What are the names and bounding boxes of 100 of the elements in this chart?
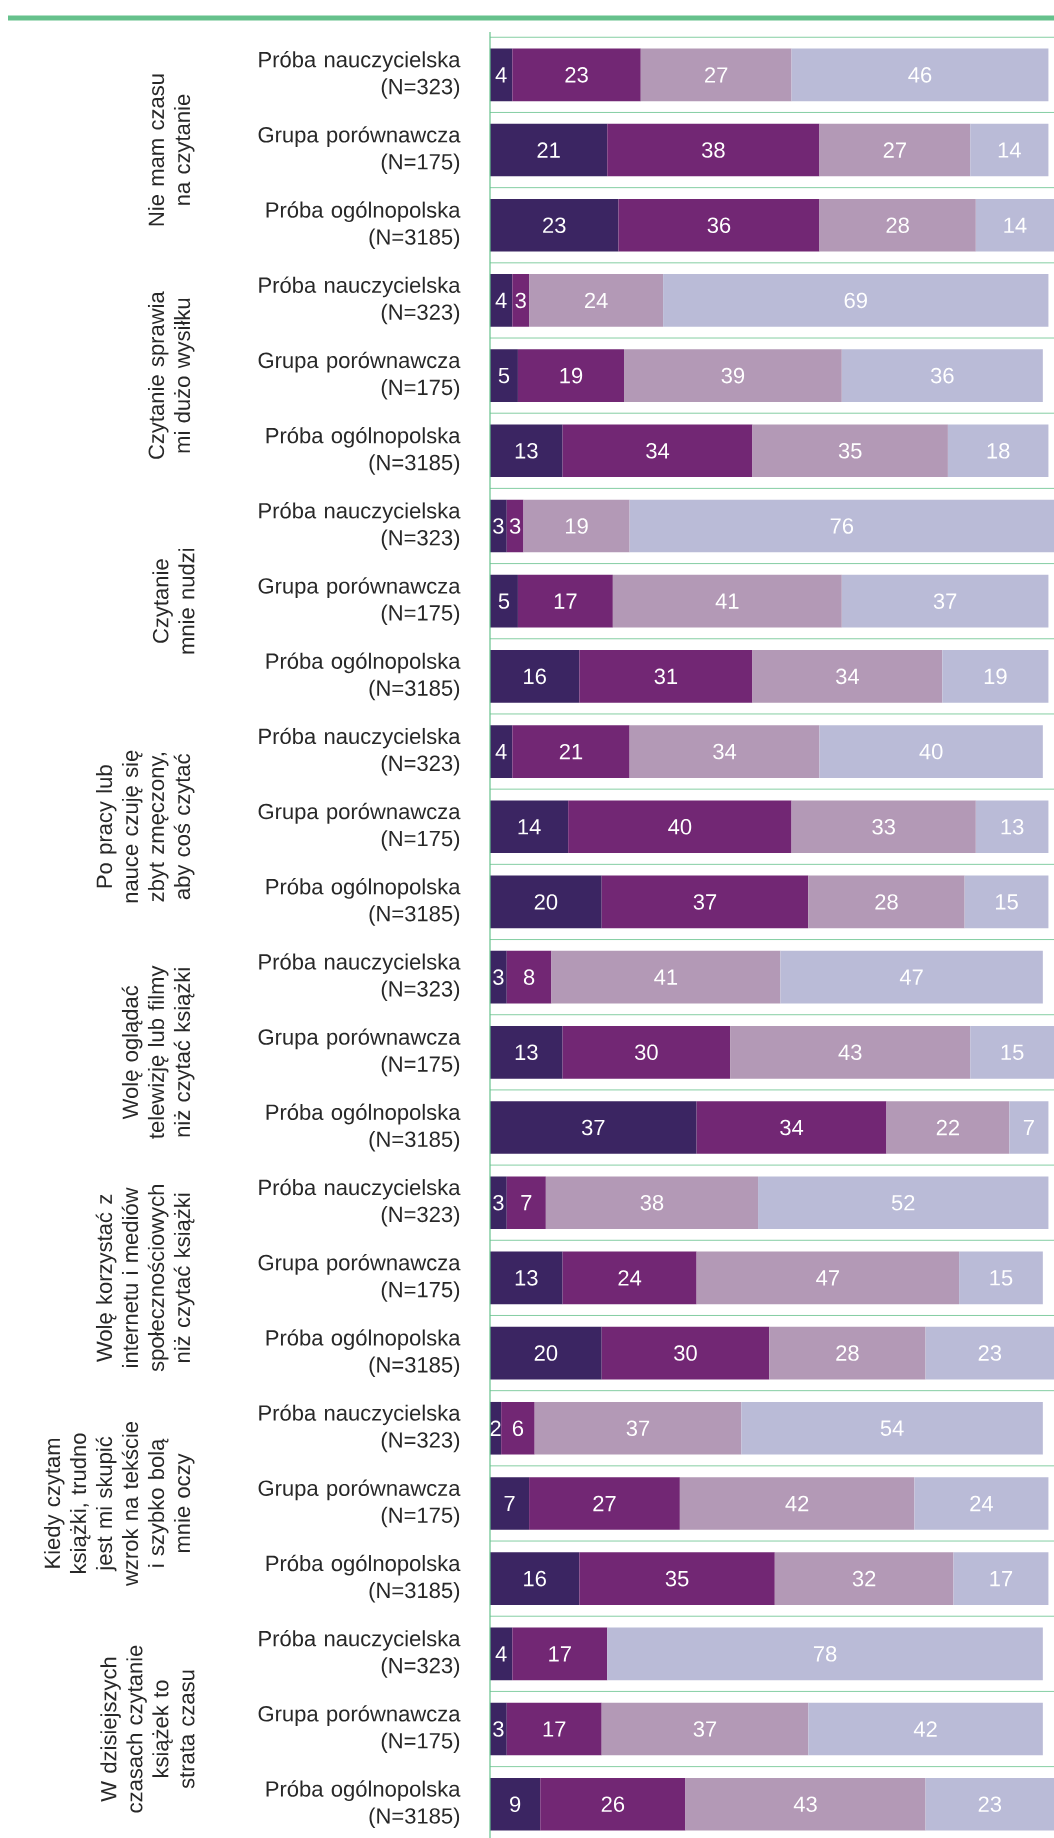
bar — [523, 499, 630, 553]
data-label: 37 — [693, 1721, 717, 1737]
bar — [512, 725, 630, 778]
bar — [629, 725, 820, 778]
text: W dzisiejszych czasach czytanie książek to strata czasu — [100, 1645, 195, 1813]
bar — [730, 1026, 971, 1079]
data-label: 32 — [852, 1570, 876, 1587]
bar — [752, 424, 948, 478]
bar — [490, 424, 563, 478]
data-label: 37 — [933, 593, 957, 609]
data-label: 3 — [493, 518, 504, 534]
data-label: 40 — [668, 818, 692, 835]
data-label: 3 — [493, 1194, 504, 1211]
bar — [490, 1477, 530, 1530]
data-label: 17 — [990, 1571, 1013, 1587]
data-label: 27 — [883, 142, 906, 158]
y-tick-label: Próba nauczycielska (N=323) — [259, 1178, 461, 1227]
bar — [517, 574, 613, 628]
data-label: 15 — [995, 894, 1018, 910]
data-label: 47 — [816, 1270, 839, 1286]
data-label: 14 — [518, 819, 541, 835]
text: Czytanie mnie nudzi — [152, 548, 195, 654]
bar — [780, 950, 1043, 1004]
bar — [490, 198, 619, 252]
bar — [501, 1401, 535, 1455]
bar — [752, 650, 943, 703]
bar — [545, 1176, 759, 1230]
bar — [696, 1101, 887, 1154]
data-label: 35 — [838, 443, 862, 459]
bar — [562, 1251, 697, 1305]
data-label: 40 — [919, 743, 943, 760]
bar — [947, 424, 1049, 478]
data-label: 19 — [560, 367, 583, 384]
bar — [551, 950, 781, 1004]
data-label: 14 — [998, 142, 1021, 158]
bar — [758, 1176, 1049, 1230]
bar — [512, 1627, 608, 1681]
data-label: 13 — [515, 1270, 538, 1286]
data-label: 27 — [705, 67, 728, 83]
data-label: 8 — [523, 969, 535, 985]
bar — [612, 574, 842, 628]
bar — [925, 1777, 1054, 1831]
data-label: 36 — [930, 367, 954, 384]
bar — [663, 274, 1049, 327]
y-tick-label: Próba ogólnopolska (N=3185) — [266, 1329, 461, 1377]
text: Nie mam czasu na czytanie — [147, 74, 195, 226]
data-label: 24 — [584, 292, 608, 309]
data-label: 16 — [524, 668, 546, 685]
data-label: 36 — [707, 217, 731, 234]
bar — [506, 950, 552, 1004]
bar — [791, 48, 1049, 102]
bar — [841, 349, 1043, 402]
bar — [841, 574, 1049, 628]
bar — [970, 123, 1049, 177]
bar — [914, 1477, 1049, 1530]
data-label: 19 — [984, 668, 1007, 685]
y-tick-label: Próba ogólnopolska (N=3185) — [266, 652, 461, 701]
y-tick-label: Próba nauczycielska (N=323) — [259, 727, 461, 776]
bar — [490, 1026, 563, 1079]
y-tick-label: Grupa porównawcza (N=175) — [258, 1479, 461, 1528]
data-label: 20 — [534, 894, 558, 910]
data-label: 28 — [836, 1345, 859, 1361]
data-label: 34 — [646, 443, 670, 459]
data-label: 42 — [785, 1495, 809, 1512]
bar — [490, 1552, 580, 1605]
data-label: 54 — [880, 1420, 904, 1436]
data-label: 7 — [521, 1195, 532, 1211]
data-label: 47 — [899, 969, 923, 985]
y-tick-label: Próba ogólnopolska (N=3185) — [266, 1780, 461, 1829]
data-label: 37 — [581, 1119, 605, 1136]
bar — [490, 1101, 697, 1154]
bar — [512, 48, 641, 102]
data-label: 6 — [512, 1420, 524, 1437]
bar — [741, 1401, 1043, 1455]
data-label: 38 — [701, 142, 725, 158]
bar — [808, 1702, 1043, 1756]
bar — [490, 574, 518, 628]
data-label: 46 — [908, 67, 932, 83]
bar — [517, 349, 625, 402]
bar — [579, 1552, 775, 1605]
text: Kiedy czytam książki, trudno jest mi skupić wzrok na tekście i szybko bolą mnie oczy — [43, 1421, 195, 1587]
text: Czytanie sprawia mi dużo wysiłku — [147, 291, 195, 459]
bar — [529, 274, 664, 327]
data-label: 21 — [559, 743, 583, 760]
data-label: 15 — [990, 1270, 1013, 1286]
y-tick-label: Próba nauczycielska (N=323) — [259, 502, 461, 550]
data-label: 17 — [549, 1646, 571, 1662]
data-label: 28 — [875, 894, 898, 910]
bar — [490, 875, 602, 929]
bar — [506, 499, 524, 553]
bar — [506, 1702, 602, 1756]
data-label: 4 — [495, 1646, 507, 1662]
bar — [679, 1477, 915, 1530]
data-label: 69 — [844, 292, 867, 309]
data-label: 41 — [654, 969, 678, 985]
data-label: 26 — [601, 1796, 625, 1812]
y-tick-label: Próba ogólnopolska (N=3185) — [266, 201, 461, 250]
bar — [607, 123, 820, 177]
data-label: 37 — [693, 894, 717, 910]
data-label: 3 — [493, 1721, 504, 1737]
